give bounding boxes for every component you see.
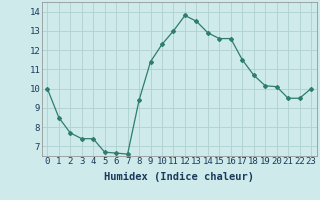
X-axis label: Humidex (Indice chaleur): Humidex (Indice chaleur)	[104, 172, 254, 182]
